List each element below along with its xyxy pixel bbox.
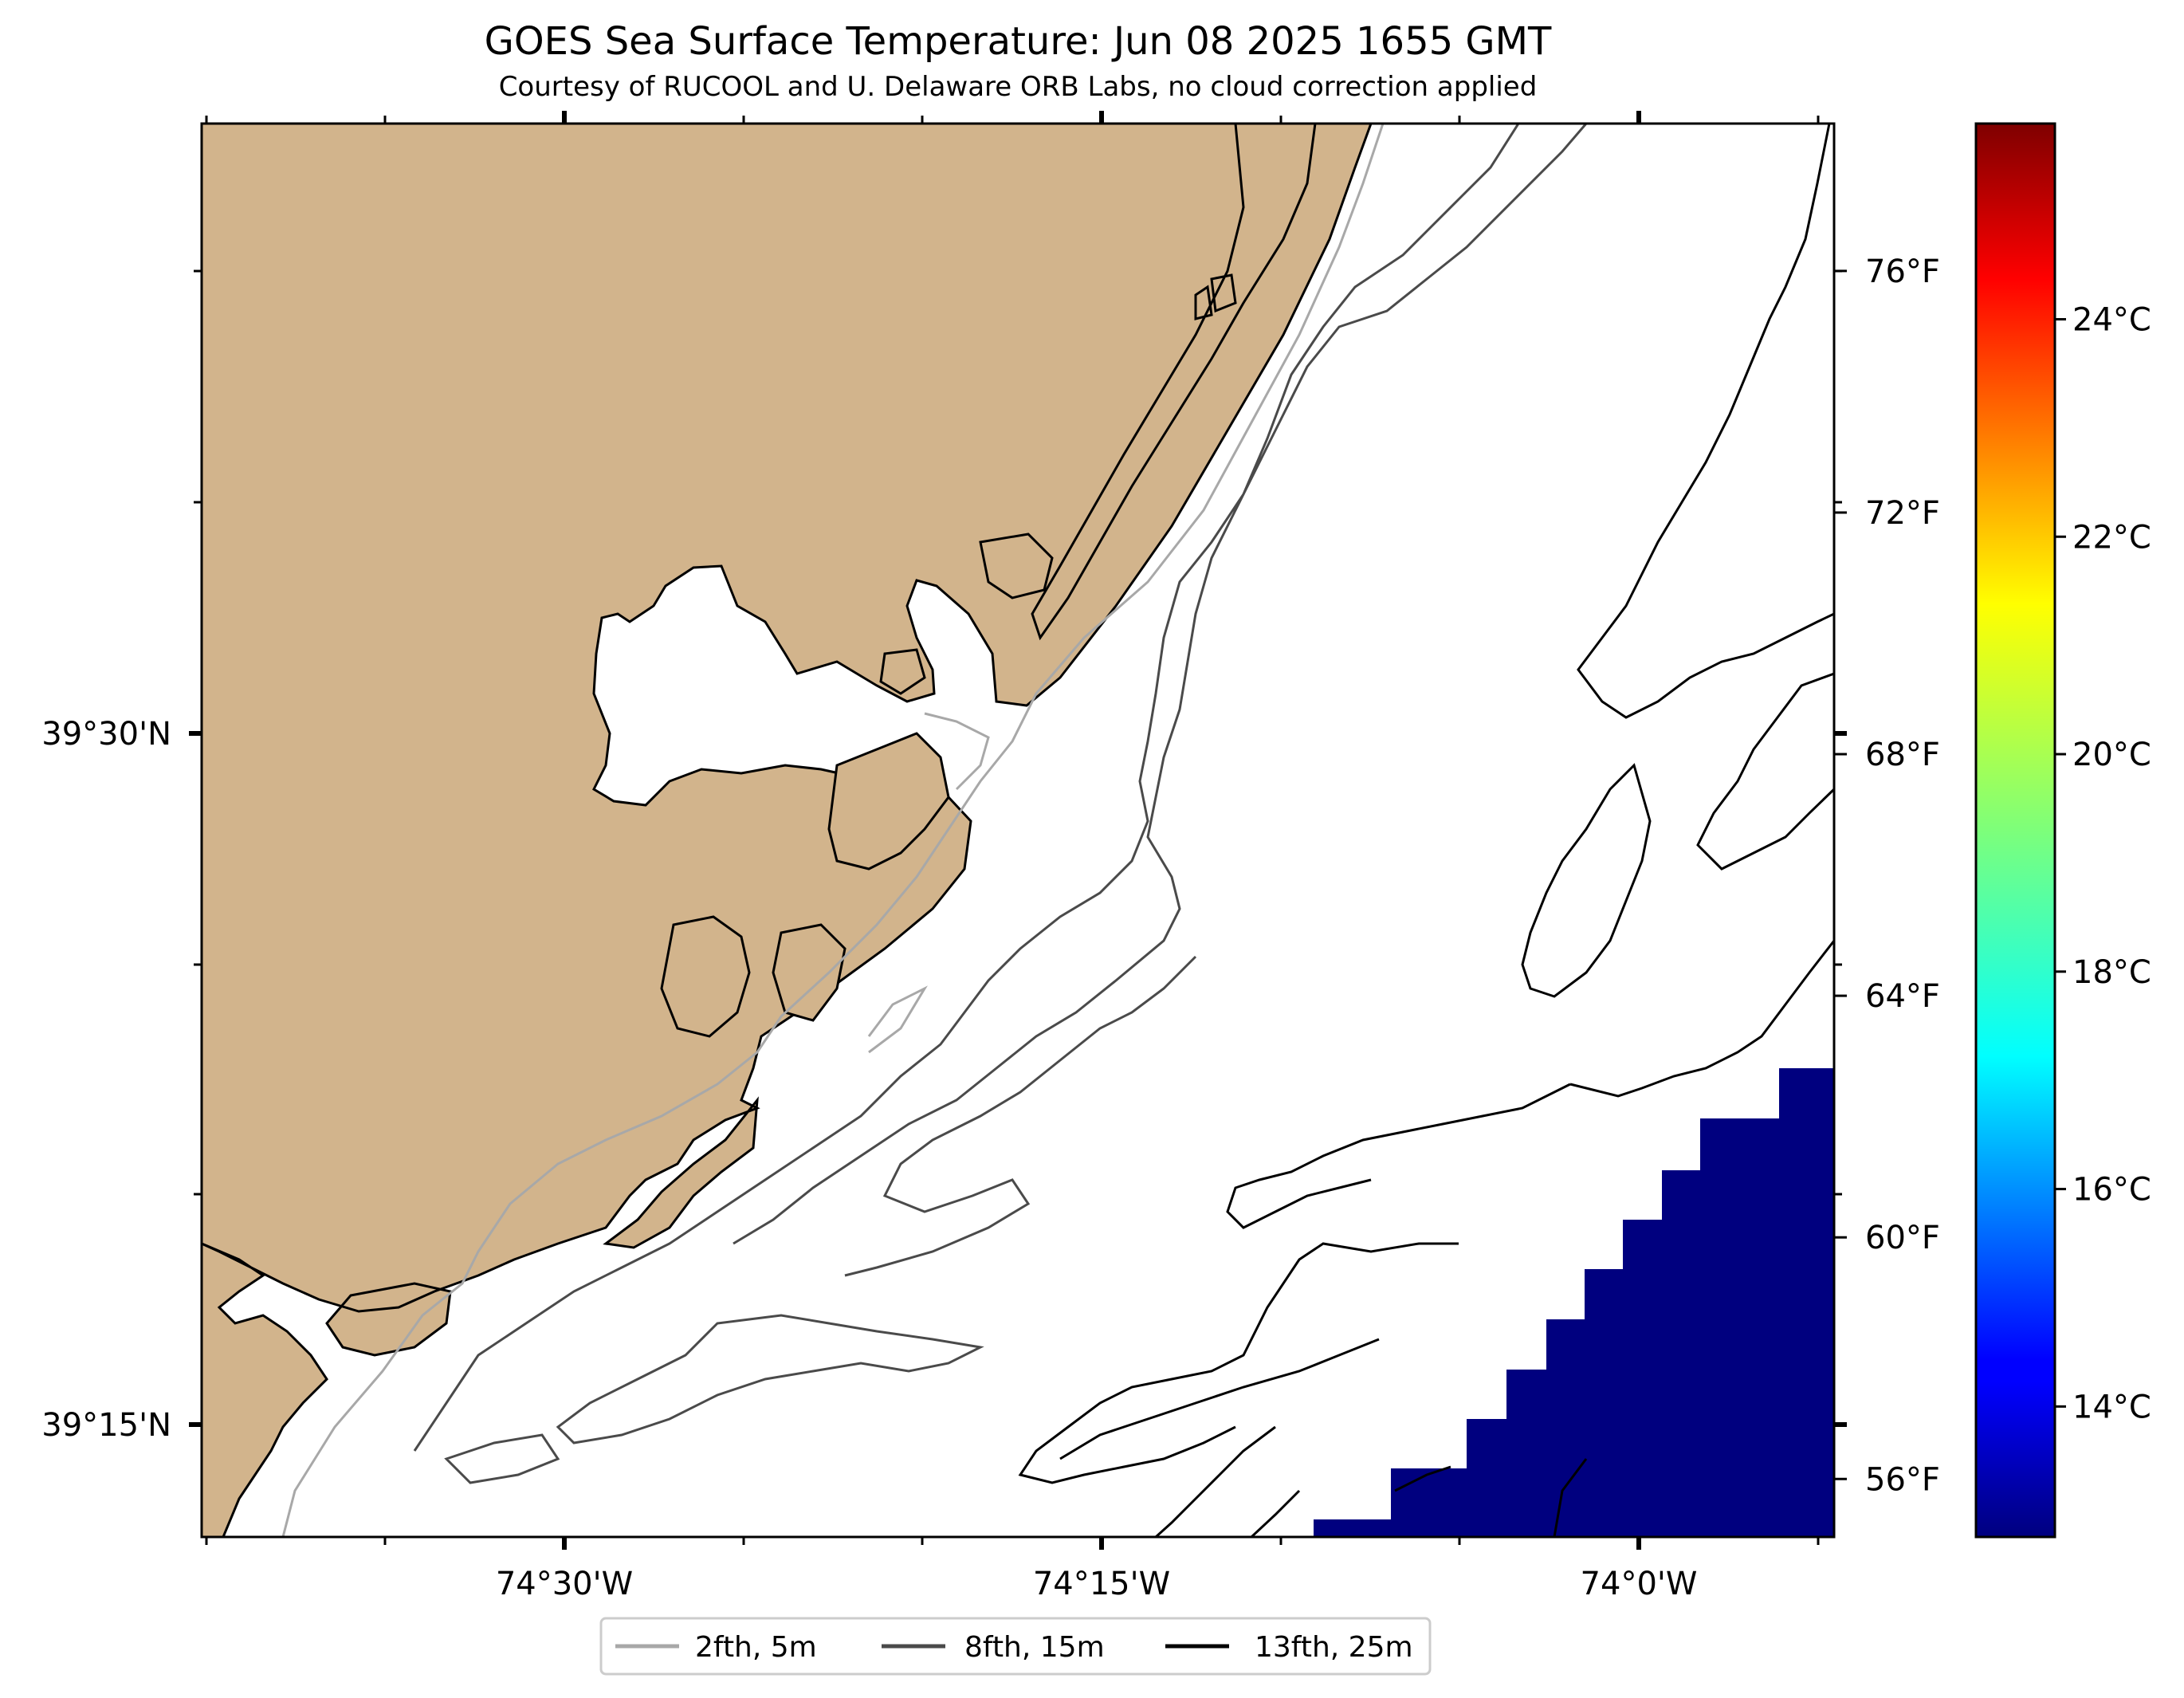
legend-label-13fth: 13fth, 25m [1255,1631,1413,1664]
contour-2fth [281,124,1385,1537]
axis-ticks [189,111,1847,1550]
marsh-islands [660,124,1317,1038]
contour-8fth [413,124,1588,1484]
contour-13fth [1018,124,1834,1537]
colorbar: 14°C 16°C 18°C 20°C 22°C 24°C [1974,122,2151,1539]
lon-label-1: 74°30'W [496,1566,633,1602]
lon-label-3: 74°0'W [1581,1566,1698,1602]
legend-box [599,1617,1432,1676]
contour-2fth-bay [867,712,990,1054]
fahrenheit-tick-label: 56°F [1865,1461,1940,1498]
colorbar-gradient [1974,122,2056,1539]
map-frame [200,122,1836,1539]
fahrenheit-axis: 56°F 60°F 64°F 68°F 72°F 76°F [1834,254,1940,1498]
celsius-axis: 14°C 16°C 18°C 20°C 22°C 24°C [2055,301,2151,1425]
lat-label-1: 39°30'N [41,716,171,753]
fahrenheit-tick-label: 72°F [1865,495,1940,532]
fahrenheit-tick-label: 68°F [1865,737,1940,773]
map-panel [202,124,1834,1537]
lon-label-2: 74°15'W [1033,1566,1170,1602]
legend-label-8fth: 8fth, 15m [964,1631,1105,1664]
fahrenheit-tick-label: 64°F [1865,978,1940,1015]
legend-label-2fth: 2fth, 5m [695,1631,817,1664]
celsius-tick-label: 20°C [2072,737,2151,773]
lat-label-2: 39°15'N [41,1407,171,1444]
celsius-tick-label: 22°C [2072,519,2151,556]
fahrenheit-tick-label: 76°F [1865,254,1940,290]
map-title: GOES Sea Surface Temperature: Jun 08 202… [485,19,1552,64]
celsius-tick-label: 18°C [2072,954,2151,991]
celsius-tick-label: 16°C [2072,1172,2151,1209]
contour-13fth-over-patch [1394,1458,1588,1537]
land-mass [202,124,1373,1537]
map-subtitle: Courtesy of RUCOOL and U. Delaware ORB L… [499,71,1538,103]
legend: 2fth, 5m 8fth, 15m 13fth, 25m [599,1617,1432,1676]
fahrenheit-tick-label: 60°F [1865,1220,1940,1256]
celsius-tick-label: 14°C [2072,1389,2151,1425]
sst-data-patch [1314,1068,1834,1537]
celsius-tick-label: 24°C [2072,301,2151,338]
